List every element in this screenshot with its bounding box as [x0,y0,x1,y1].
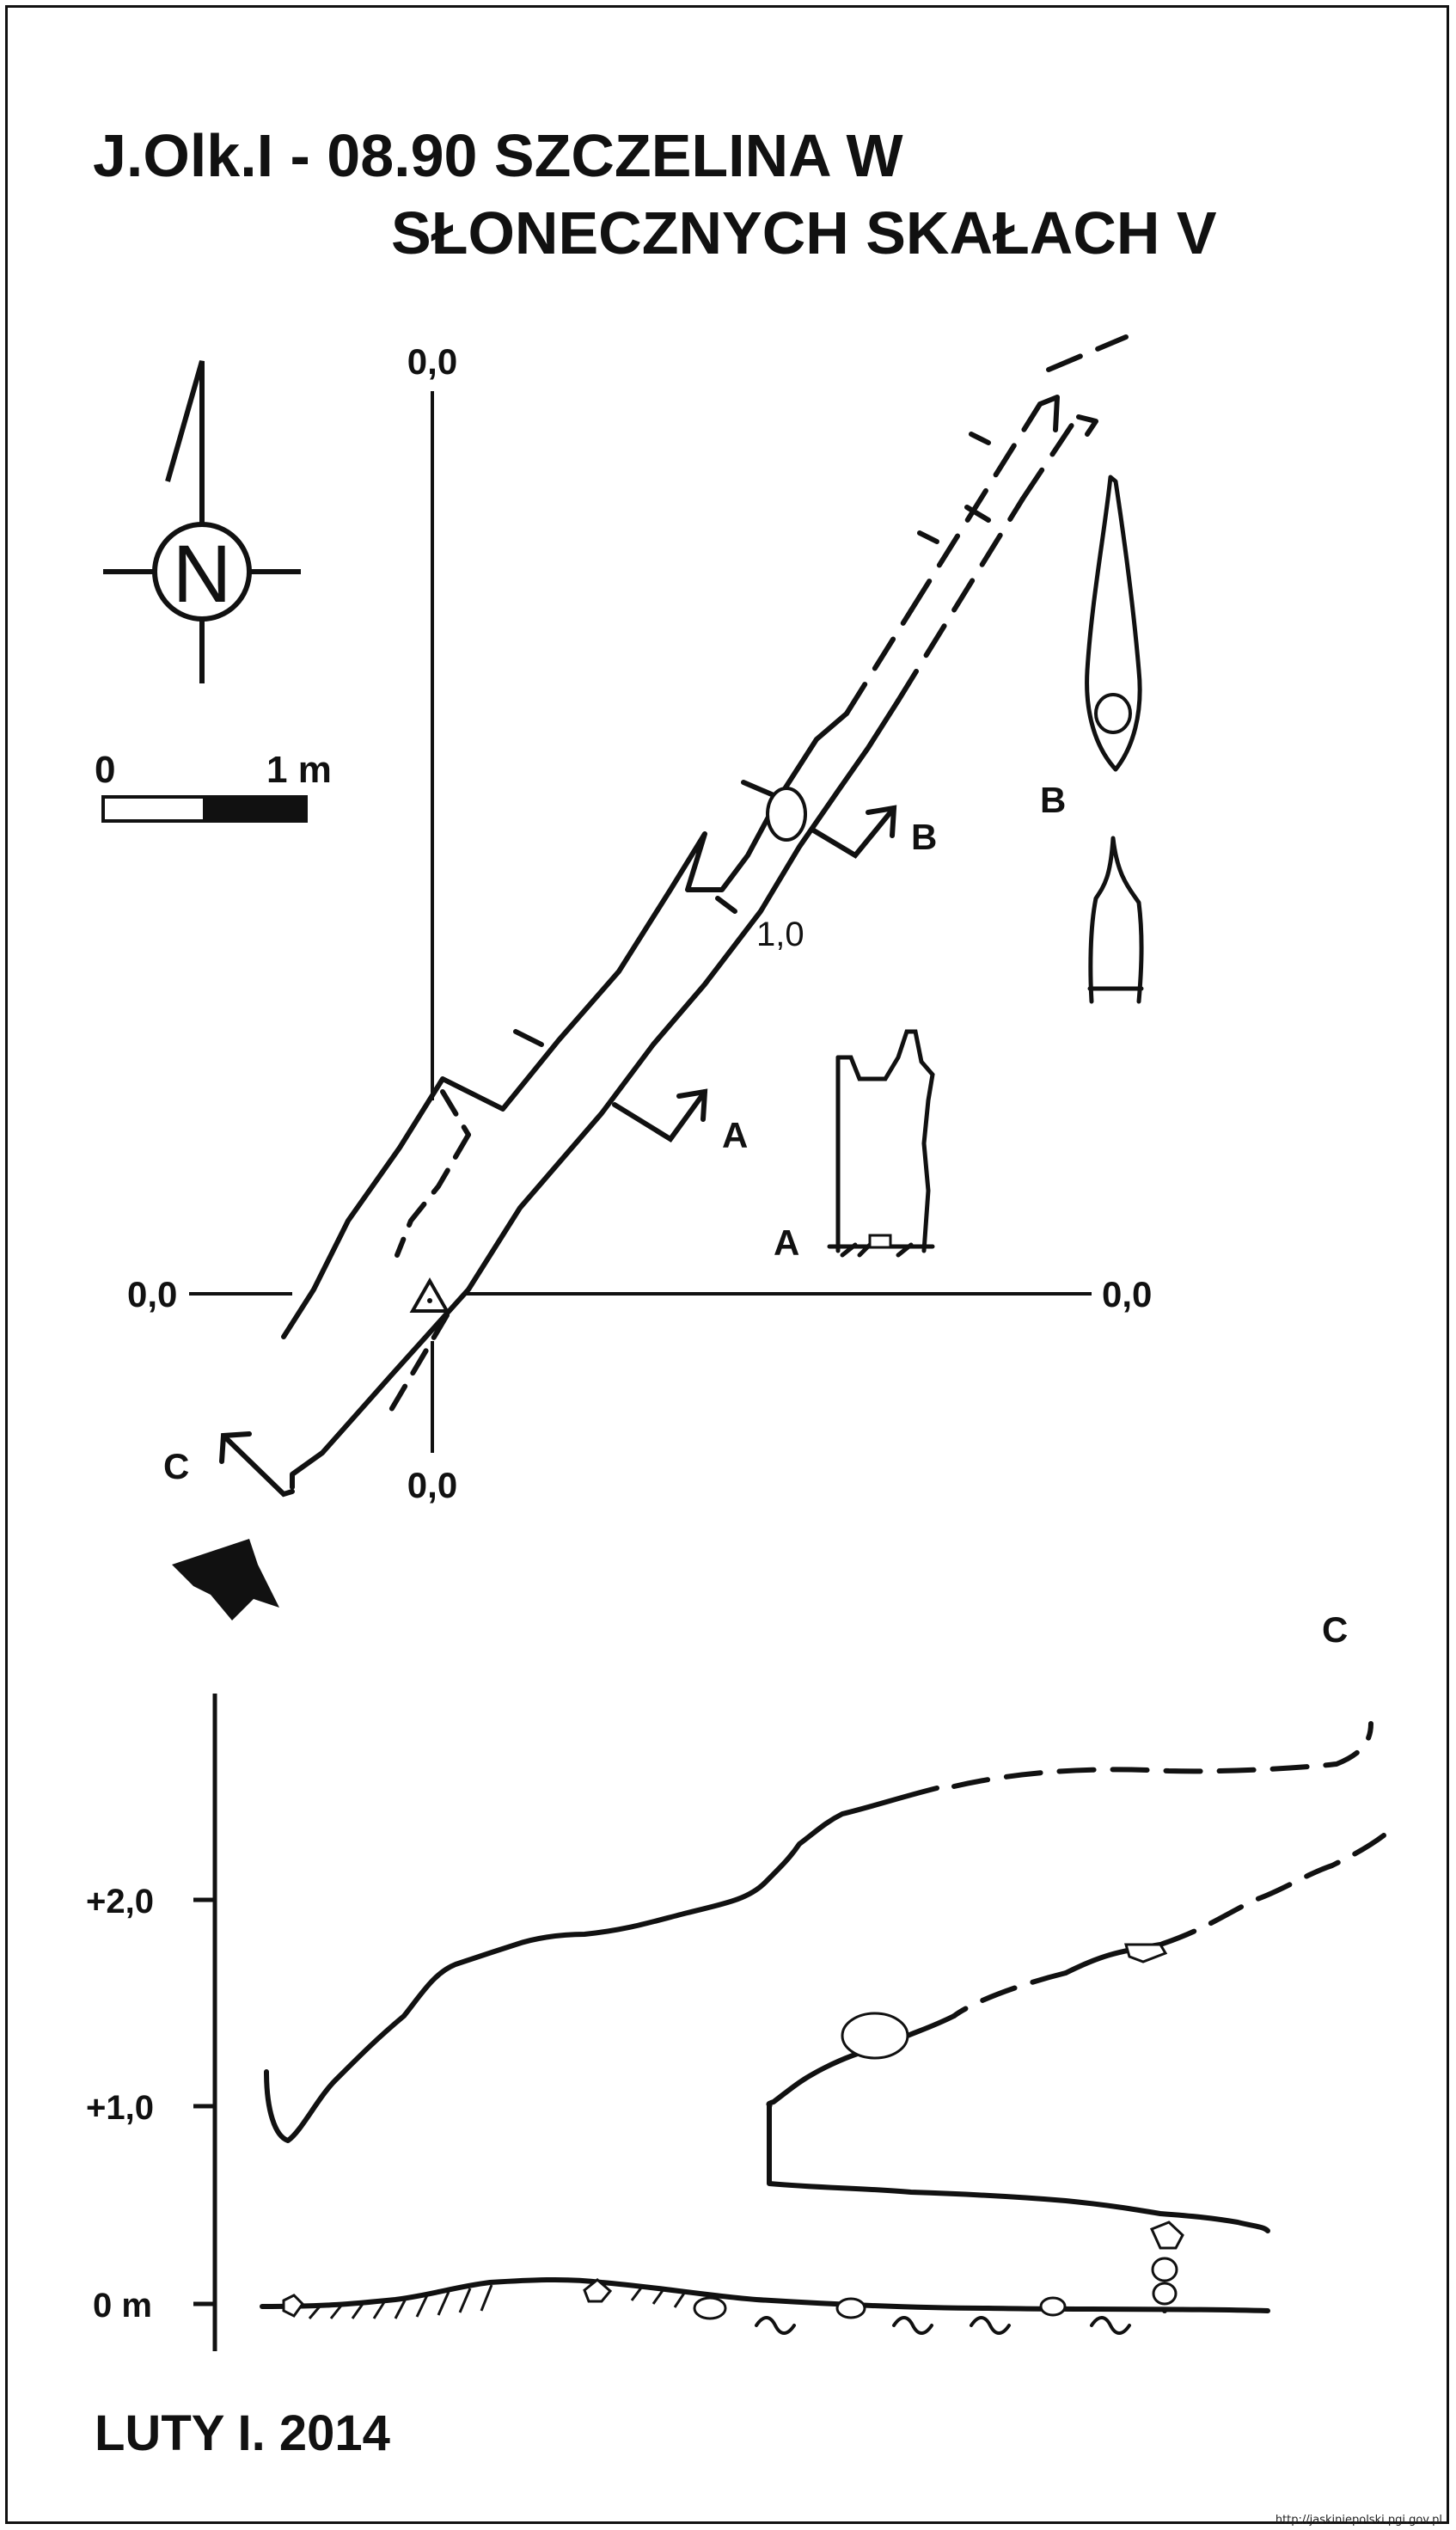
cross-section-a [827,1029,935,1258]
profile-boulders [282,1943,1184,2320]
cross-section-b [1085,475,1144,1004]
profile-floor-hatching [308,2284,687,2319]
profile-tick-2: +2,0 [86,1883,154,1920]
section-marker-b-label: B [911,817,937,857]
axis-label-right: 0,0 [1102,1274,1152,1314]
cross-section-a-label: A [774,1222,799,1263]
profile-floor-clay-marks [755,2316,1131,2335]
title-line-2: SŁONECZNYCH SKAŁACH V [391,199,1217,266]
author-date: LUTY I. 2014 [95,2405,390,2461]
section-marker-c-label: C [163,1446,189,1486]
depth-label: 1,0 [756,916,804,953]
source-credit: http://jaskiniepolski.pgi.gov.pl [1276,2514,1442,2527]
axis-label-left: 0,0 [127,1274,177,1314]
scale-end-label: 1 m [266,749,332,791]
section-marker-a-label: A [722,1115,748,1155]
scale-bar [101,795,308,823]
entrance-arrow-icon [172,1539,279,1620]
profile-label: C [1322,1609,1348,1650]
cross-section-b-label: B [1040,780,1066,820]
profile-tick-1: +1,0 [86,2089,154,2127]
cross-section-a-stone [868,1234,892,1249]
profile-tick-0: 0 m [93,2287,152,2325]
title-line-1: J.Olk.I - 08.90 SZCZELINA W [93,122,903,189]
axis-label-bottom: 0,0 [407,1465,457,1505]
survey-station-triangle-icon [409,1277,450,1313]
section-marker-a-icon [612,1088,708,1143]
scale-start-label: 0 [95,749,115,791]
cave-profile-outline [260,1721,1386,2313]
north-arrow-icon [103,360,301,683]
axis-label-top: 0,0 [407,341,457,382]
map-frame [5,5,1449,2524]
cross-section-b-boulder [1094,693,1132,734]
compass-north-letter: N [173,529,232,620]
profile-y-axis [193,1694,217,2351]
section-marker-c-icon [219,1431,295,1498]
section-marker-b-icon [810,805,897,859]
plan-grid-axes [189,391,1092,1453]
plan-boulder [766,787,807,842]
cave-plan-outline [281,334,1129,1490]
